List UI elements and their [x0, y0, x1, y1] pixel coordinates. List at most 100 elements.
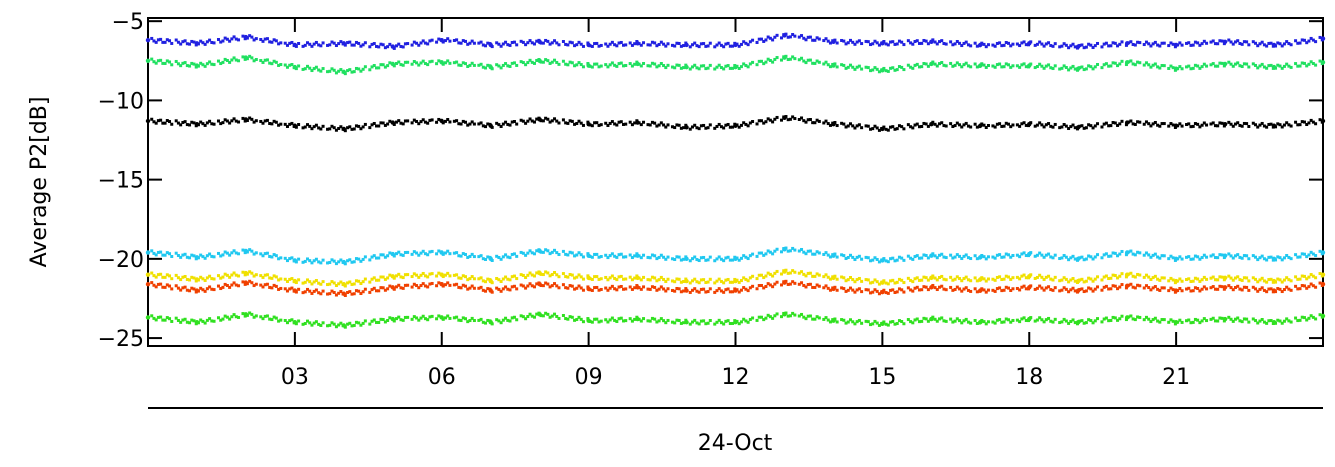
trace-dot — [1260, 318, 1264, 322]
data-point — [292, 123, 298, 128]
trace-dot — [677, 255, 681, 259]
trace-dot — [519, 273, 523, 277]
trace-dot — [230, 273, 234, 277]
trace-dot — [931, 252, 935, 256]
trace-dot — [960, 125, 964, 129]
trace-dot — [889, 125, 893, 129]
trace-dot — [379, 317, 383, 321]
trace-dot — [1169, 318, 1173, 322]
trace-dot — [265, 273, 269, 277]
trace-dot — [1118, 62, 1122, 66]
trace-dot — [780, 250, 784, 254]
trace-dot — [199, 253, 203, 257]
trace-dot — [724, 288, 728, 292]
trace-dot — [1002, 288, 1006, 292]
trace-dot — [826, 122, 830, 126]
trace-dot — [613, 63, 617, 67]
trace-dot — [156, 119, 160, 123]
data-point — [194, 320, 200, 325]
trace-dot — [797, 58, 801, 62]
trace-dot — [695, 66, 699, 70]
trace-dot — [283, 256, 287, 260]
trace-dot — [593, 286, 597, 290]
trace-dot — [1169, 122, 1173, 126]
trace-dot — [1205, 123, 1209, 127]
trace-dot — [1133, 318, 1137, 322]
trace-dot — [555, 41, 559, 45]
trace-dot — [290, 286, 294, 290]
trace-dot — [1009, 65, 1013, 69]
trace-dot — [179, 42, 183, 46]
trace-dot — [312, 280, 316, 284]
trace-dot — [544, 58, 548, 62]
trace-dot — [168, 120, 172, 124]
trace-dot — [368, 280, 372, 284]
trace-dot — [417, 63, 421, 67]
trace-dot — [922, 253, 926, 257]
series-1 — [145, 54, 1326, 76]
trace-dot — [468, 286, 472, 290]
trace-dot — [508, 123, 512, 127]
trace-dot — [1080, 124, 1084, 128]
trace-dot — [546, 282, 550, 286]
trace-dot — [477, 122, 481, 126]
trace-dot — [152, 60, 156, 64]
trace-dot — [1073, 67, 1077, 71]
trace-dot — [906, 318, 910, 322]
trace-dot — [726, 319, 730, 323]
trace-dot — [354, 66, 358, 70]
trace-dot — [443, 39, 447, 43]
trace-dot — [484, 257, 488, 261]
trace-dot — [208, 317, 212, 321]
trace-dot — [951, 43, 955, 47]
trace-dot — [1265, 44, 1269, 48]
trace-dot — [1240, 256, 1244, 260]
trace-dot — [895, 280, 899, 284]
trace-dot — [1120, 119, 1124, 123]
trace-dot — [1242, 121, 1246, 125]
trace-dot — [911, 280, 915, 284]
trace-dot — [851, 65, 855, 69]
trace-dot — [951, 288, 955, 292]
trace-dot — [906, 63, 910, 67]
trace-dot — [1307, 39, 1311, 43]
trace-dot — [766, 57, 770, 61]
trace-dot — [577, 251, 581, 255]
trace-dot — [421, 118, 425, 122]
trace-dot — [786, 58, 790, 62]
trace-dot — [610, 252, 614, 256]
trace-dot — [920, 256, 924, 260]
trace-dot — [949, 253, 953, 257]
trace-dot — [768, 315, 772, 319]
trace-dot — [844, 125, 848, 129]
trace-dot — [650, 253, 654, 257]
trace-dot — [1262, 124, 1266, 128]
trace-dot — [350, 282, 354, 286]
trace-dot — [430, 281, 434, 285]
trace-dot — [441, 252, 445, 256]
data-point — [194, 255, 200, 260]
trace-dot — [780, 118, 784, 122]
trace-dot — [1060, 278, 1064, 282]
trace-dot — [960, 289, 964, 293]
trace-dot — [1233, 317, 1237, 321]
trace-dot — [528, 39, 532, 43]
trace-dot — [1276, 63, 1280, 67]
trace-dot — [254, 37, 258, 41]
trace-dot — [1047, 274, 1051, 278]
trace-dot — [935, 42, 939, 46]
trace-dot — [639, 43, 643, 47]
trace-dot — [1242, 276, 1246, 280]
trace-dot — [428, 250, 432, 254]
trace-dot — [521, 251, 525, 255]
trace-dot — [1100, 125, 1104, 129]
trace-dot — [793, 57, 797, 61]
trace-dot — [848, 275, 852, 279]
trace-dot — [419, 273, 423, 277]
trace-dot — [379, 275, 383, 279]
data-point — [145, 272, 151, 277]
trace-dot — [864, 278, 868, 282]
trace-dot — [165, 59, 169, 63]
trace-dot — [357, 321, 361, 325]
